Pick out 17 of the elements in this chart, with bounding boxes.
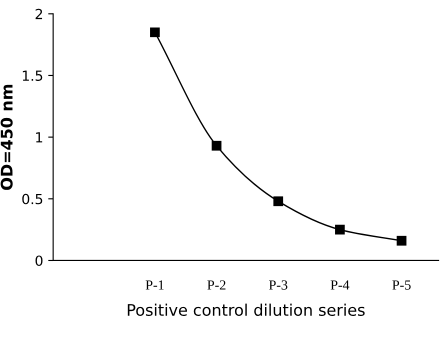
y-tick-label: 0.5 <box>22 194 42 204</box>
x-tick-label: P-5 <box>392 280 411 290</box>
y-axis-title: OD=450 nm <box>0 84 13 190</box>
point <box>396 236 406 246</box>
x-tick-label: P-3 <box>268 280 288 290</box>
point <box>150 27 160 38</box>
y-tick-label: 1.5 <box>22 70 42 81</box>
x-tick-label: P-4 <box>330 280 350 290</box>
y-tick-label: 2 <box>36 8 42 20</box>
y-tick-label: 1 <box>36 132 42 142</box>
x-tick-label: P-2 <box>207 280 226 290</box>
x-tick-label: P-1 <box>146 280 164 290</box>
point <box>335 224 345 234</box>
point <box>273 196 284 206</box>
y-tick-label: 0 <box>36 255 43 266</box>
x-axis-title: Positive control dilution series <box>128 304 365 316</box>
point <box>212 140 222 151</box>
